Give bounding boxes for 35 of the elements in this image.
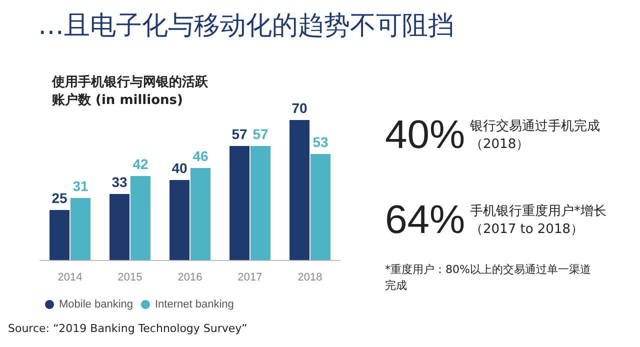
- bar: [230, 146, 250, 260]
- x-tick-label: 2015: [118, 272, 142, 284]
- bar: [290, 120, 310, 260]
- data-label: 31: [72, 178, 88, 194]
- chart-title: …且电子化与移动化的趋势不可阻挡: [38, 10, 454, 43]
- text: *重度用户：80%以上的交易通过单一渠道完成: [385, 262, 592, 294]
- x-tick-label: 2017: [238, 272, 262, 284]
- data-label: 53: [312, 134, 328, 150]
- text: 64%: [385, 198, 466, 243]
- bar: [170, 180, 190, 260]
- text: 手机银行重度用户*增长（2017 to 2018）: [470, 203, 608, 239]
- data-label: 40: [172, 160, 188, 176]
- data-label: 70: [292, 100, 308, 116]
- chart-subtitle: 使用手机银行与网银的活跃账户数 (in millions): [52, 74, 209, 110]
- data-label: 46: [192, 148, 208, 164]
- source-note: Source: “2019 Banking Technology Survey”: [8, 322, 248, 335]
- bar: [310, 154, 330, 260]
- bar: [250, 146, 270, 260]
- x-tick-label: 2014: [58, 272, 82, 284]
- text: 银行交易通过手机完成（2018）: [470, 118, 601, 154]
- legend-label: Internet banking: [154, 298, 234, 310]
- bar: [130, 176, 150, 260]
- x-tick-label: 2018: [298, 272, 322, 284]
- data-label: 57: [252, 126, 268, 142]
- bar: [70, 198, 90, 260]
- data-label: 33: [112, 174, 128, 190]
- bar: [110, 194, 130, 260]
- legend-label: Mobile banking: [59, 298, 133, 310]
- x-tick-label: 2016: [178, 272, 202, 284]
- bar: [50, 210, 70, 260]
- data-label: 57: [232, 126, 248, 142]
- data-label: 25: [52, 190, 68, 206]
- data-label: 42: [132, 156, 148, 172]
- bar: [190, 168, 210, 260]
- text: 40%: [385, 113, 466, 158]
